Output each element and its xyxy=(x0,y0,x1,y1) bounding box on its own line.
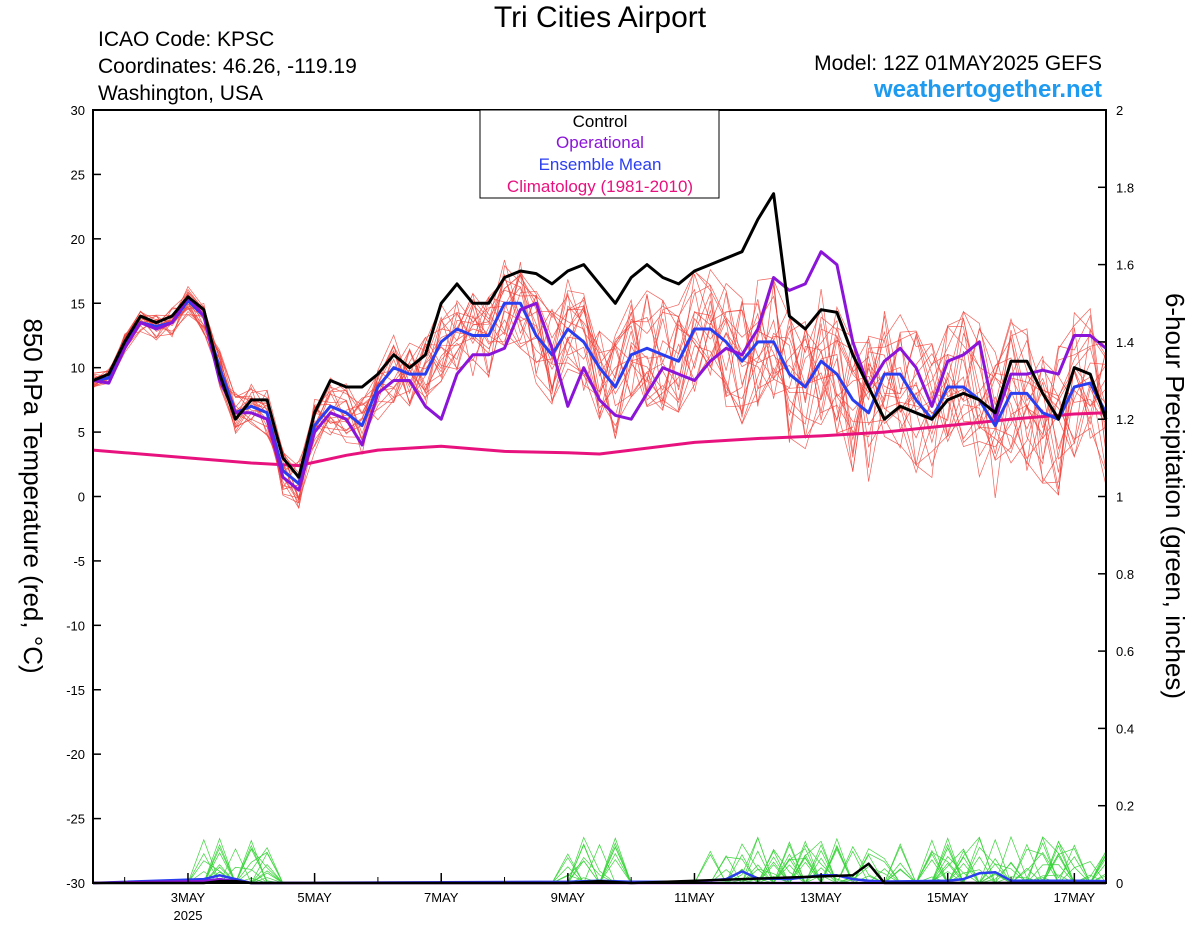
y-tick-label: 15 xyxy=(71,296,85,311)
control-series xyxy=(92,192,1108,479)
y2-tick-label: 1 xyxy=(1116,490,1123,505)
y-tick-label: 10 xyxy=(71,361,85,376)
y-tick-label: 30 xyxy=(71,103,85,118)
y2-tick-label: 0.8 xyxy=(1116,567,1134,582)
y2-tick-label: 1.4 xyxy=(1116,335,1134,350)
y2-tick-label: 2 xyxy=(1116,103,1123,118)
y2-tick-label: 0.4 xyxy=(1116,721,1134,736)
legend-control: Control xyxy=(573,112,628,131)
x-tick-label: 13MAY xyxy=(800,890,842,905)
series-layer xyxy=(92,192,1108,885)
x-tick-label: 3MAY xyxy=(171,890,206,905)
member-precip-line xyxy=(93,843,1107,884)
y-tick-label: 5 xyxy=(78,425,85,440)
y2-tick-label: 0.2 xyxy=(1116,799,1134,814)
y-tick-label: -25 xyxy=(66,812,85,827)
axes: 302520151050-5-10-15-20-25-3021.81.61.41… xyxy=(66,103,1134,923)
y-axis-title: 850 hPa Temperature (red, °C) xyxy=(18,318,48,673)
climatology-1981-2010-series xyxy=(92,411,1107,468)
y2-tick-label: 1.2 xyxy=(1116,412,1134,427)
x-tick-label: 9MAY xyxy=(551,890,586,905)
y2-tick-label: 0 xyxy=(1116,876,1123,891)
member-temp-line xyxy=(92,279,1107,474)
y-tick-label: 0 xyxy=(78,490,85,505)
site-link[interactable]: weathertogether.net xyxy=(873,76,1102,103)
member-temp-line xyxy=(92,293,1107,499)
legend-ensemble-mean: Ensemble Mean xyxy=(539,155,662,174)
x-tick-label: 15MAY xyxy=(927,890,969,905)
ensemble-mean-series xyxy=(92,299,1108,486)
member-temp-line xyxy=(92,272,1107,500)
x-tick-label: 5MAY xyxy=(297,890,332,905)
legend: Control Operational Ensemble Mean Climat… xyxy=(479,109,720,199)
control-precip-series xyxy=(93,862,1106,885)
chart-title: Tri Cities Airport xyxy=(493,1,707,34)
x-tick-year: 2025 xyxy=(174,908,203,923)
plot-frame xyxy=(92,109,1107,884)
y2-axis-title: 6-hour Precipitation (green, inches) xyxy=(1160,293,1190,699)
model-run: Model: 12Z 01MAY2025 GEFS xyxy=(814,52,1102,75)
member-precip-line xyxy=(93,846,1107,884)
y-tick-label: -5 xyxy=(73,554,85,569)
member-temp-line xyxy=(92,265,1107,490)
icao-code: ICAO Code: KPSC xyxy=(98,28,275,51)
y-tick-label: -15 xyxy=(66,683,85,698)
member-temp-line xyxy=(92,268,1107,510)
x-tick-label: 17MAY xyxy=(1054,890,1096,905)
member-temp-line xyxy=(92,290,1107,501)
y-tick-label: -30 xyxy=(66,876,85,891)
legend-box xyxy=(479,109,720,199)
legend-climatology: Climatology (1981-2010) xyxy=(507,177,693,196)
member-temp-line xyxy=(92,270,1107,490)
member-temp-line xyxy=(92,273,1107,504)
y-tick-label: 25 xyxy=(71,167,85,182)
ensemble-members xyxy=(92,259,1107,884)
y-tick-label: -10 xyxy=(66,618,85,633)
y-tick-label: 20 xyxy=(71,232,85,247)
y2-tick-label: 1.6 xyxy=(1116,258,1134,273)
member-precip-line xyxy=(93,844,1106,884)
operational-series xyxy=(92,250,1107,492)
y2-tick-label: 1.8 xyxy=(1116,180,1134,195)
legend-operational: Operational xyxy=(556,133,644,152)
member-temp-line xyxy=(92,275,1107,496)
y2-tick-label: 0.6 xyxy=(1116,644,1134,659)
y-tick-label: -20 xyxy=(66,747,85,762)
coordinates: Coordinates: 46.26, -119.19 xyxy=(98,55,357,78)
location: Washington, USA xyxy=(98,82,263,105)
x-tick-label: 11MAY xyxy=(674,890,715,905)
x-tick-label: 7MAY xyxy=(424,890,459,905)
